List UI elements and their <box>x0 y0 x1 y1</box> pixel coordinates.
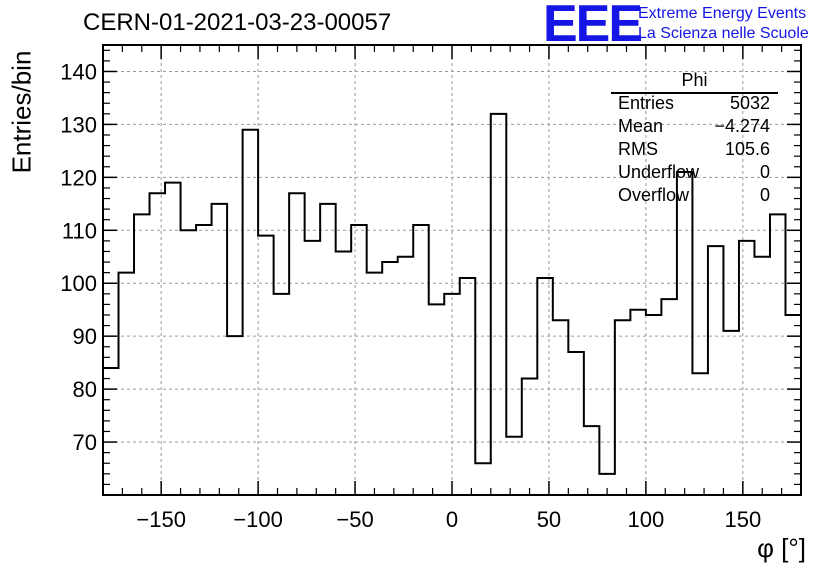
grid-lines <box>103 45 801 495</box>
x-tick-label: −150 <box>136 507 186 532</box>
stat-value: −4.274 <box>714 116 770 136</box>
x-tick-label: 150 <box>724 507 761 532</box>
stat-label: Underflow <box>618 162 700 182</box>
stat-value: 0 <box>759 185 770 205</box>
x-tick-label: 100 <box>628 507 665 532</box>
stat-label: RMS <box>618 139 658 159</box>
logo-line-1: Extreme Energy Events <box>638 5 807 22</box>
chart-title: CERN-01-2021-03-23-00057 <box>83 9 392 36</box>
y-tick-label: 90 <box>73 324 97 349</box>
y-tick-label: 80 <box>73 377 97 402</box>
y-axis-label: Entries/bin <box>6 50 37 174</box>
y-tick-label: 110 <box>62 218 97 243</box>
stat-value: 105.6 <box>724 139 770 159</box>
x-tick-label: 50 <box>537 507 561 532</box>
stat-value: 0 <box>759 162 770 182</box>
stats-divider <box>611 92 778 94</box>
x-tick-label: −100 <box>233 507 283 532</box>
y-tick-label: 70 <box>73 430 97 455</box>
stats-title: Phi <box>681 70 708 90</box>
stat-label: Mean <box>618 116 664 136</box>
y-tick-label: 130 <box>60 112 97 137</box>
stat-label: Entries <box>618 93 675 113</box>
stat-row-underflow: Underflow 0 <box>618 162 770 183</box>
x-axis-label: φ [°] <box>757 533 806 563</box>
stat-row-rms: RMS 105.6 <box>618 139 770 160</box>
eee-logo: EEE <box>543 0 643 53</box>
stat-label: Overflow <box>618 185 690 205</box>
stat-row-entries: Entries 5032 <box>618 93 770 114</box>
y-tick-label: 140 <box>60 59 97 84</box>
plot-frame <box>102 44 802 496</box>
y-tick-label: 100 <box>60 271 97 296</box>
stat-value: 5032 <box>729 93 770 113</box>
x-tick-label: −50 <box>336 507 373 532</box>
stat-row-mean: Mean −4.274 <box>618 116 770 137</box>
tick-labels: −150 −100 −50 0 50 100 150 70 80 90 100 110 120 130 14… <box>60 59 761 532</box>
logo-line-2: La Scienza nelle Scuole <box>638 25 809 42</box>
stat-row-overflow: Overflow 0 <box>618 185 770 206</box>
x-tick-label: 0 <box>446 507 458 532</box>
axis-ticks <box>102 45 802 495</box>
histogram-step-line <box>103 112 801 475</box>
y-tick-label: 120 <box>60 165 97 190</box>
